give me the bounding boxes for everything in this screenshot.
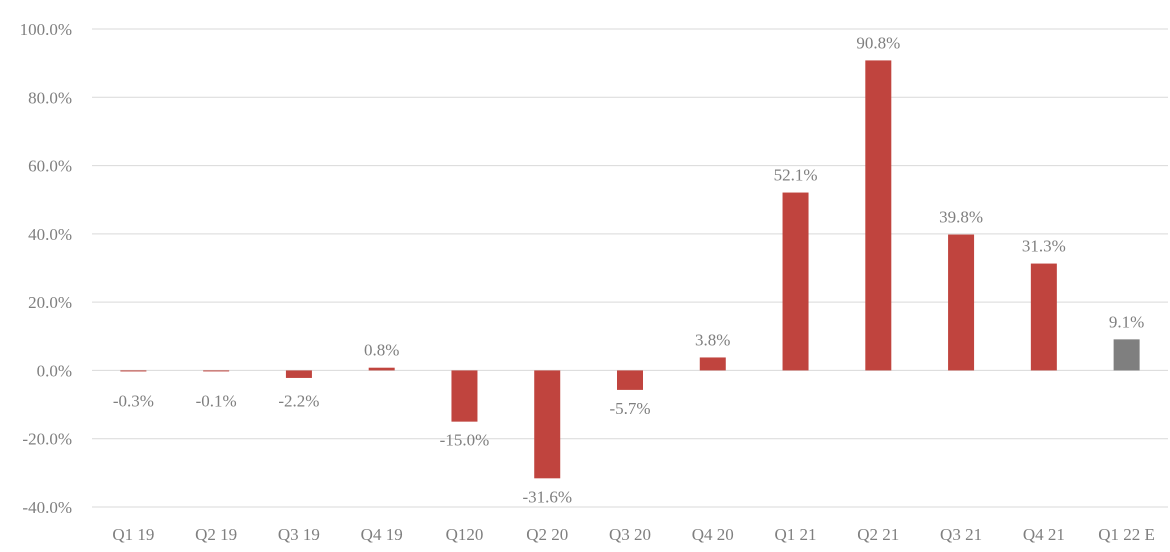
bar — [285, 370, 312, 378]
data-label: 0.8% — [364, 341, 399, 360]
y-tick-label: 0.0% — [37, 361, 72, 380]
data-label: 90.8% — [856, 33, 900, 52]
x-tick-label: Q4 21 — [1023, 525, 1065, 544]
bar — [120, 370, 147, 372]
y-axis-ticks: 100.0% 80.0% 60.0% 40.0% 20.0% 0.0% -20.0% -40.… — [20, 20, 72, 517]
data-labels: -0.3% -0.1% -2.2% 0.8% -15.0% -31.6% -5.7% 3.8%… — [113, 33, 1144, 506]
x-tick-label: Q120 — [446, 525, 484, 544]
data-label: -0.3% — [113, 391, 154, 410]
x-tick-label: Q1 19 — [112, 525, 154, 544]
data-label: -5.7% — [609, 399, 650, 418]
x-tick-label: Q3 19 — [278, 525, 320, 544]
bar — [1113, 339, 1140, 371]
x-tick-label: Q4 19 — [361, 525, 403, 544]
bar — [368, 367, 395, 371]
bar — [617, 370, 643, 390]
data-label: -31.6% — [522, 487, 572, 506]
y-tick-label: 20.0% — [28, 293, 72, 312]
data-label: 39.8% — [939, 208, 983, 227]
y-tick-label: 80.0% — [28, 88, 72, 107]
y-tick-label: -20.0% — [22, 430, 72, 449]
x-tick-label: Q4 20 — [692, 525, 734, 544]
x-tick-label: Q3 21 — [940, 525, 982, 544]
data-label: 9.1% — [1109, 312, 1144, 331]
bar — [451, 370, 478, 422]
bar — [1030, 263, 1057, 371]
x-tick-label: Q2 21 — [857, 525, 899, 544]
bar — [203, 370, 230, 372]
data-label: 31.3% — [1022, 237, 1066, 256]
data-label: -2.2% — [278, 391, 319, 410]
gridlines — [92, 28, 1168, 508]
y-tick-label: 40.0% — [28, 225, 72, 244]
data-label: 3.8% — [695, 330, 730, 349]
x-tick-label: Q3 20 — [609, 525, 651, 544]
y-tick-label: 60.0% — [28, 157, 72, 176]
x-tick-label: Q1 22 E — [1098, 525, 1155, 544]
x-tick-label: Q1 21 — [775, 525, 817, 544]
bars — [120, 60, 1140, 479]
data-label: -0.1% — [196, 391, 237, 410]
data-label: 52.1% — [774, 166, 818, 185]
bar — [782, 192, 809, 371]
y-tick-label: -40.0% — [22, 498, 72, 517]
bar — [534, 370, 561, 479]
x-tick-label: Q2 20 — [526, 525, 568, 544]
bar — [948, 234, 975, 371]
y-tick-label: 100.0% — [20, 20, 72, 39]
x-tick-label: Q2 19 — [195, 525, 237, 544]
data-label: -15.0% — [440, 431, 490, 450]
bar — [699, 357, 726, 371]
bar — [865, 60, 892, 371]
x-axis-ticks: Q1 19 Q2 19 Q3 19 Q4 19 Q120 Q2 20 Q3 20 Q4 20 Q… — [112, 525, 1155, 544]
